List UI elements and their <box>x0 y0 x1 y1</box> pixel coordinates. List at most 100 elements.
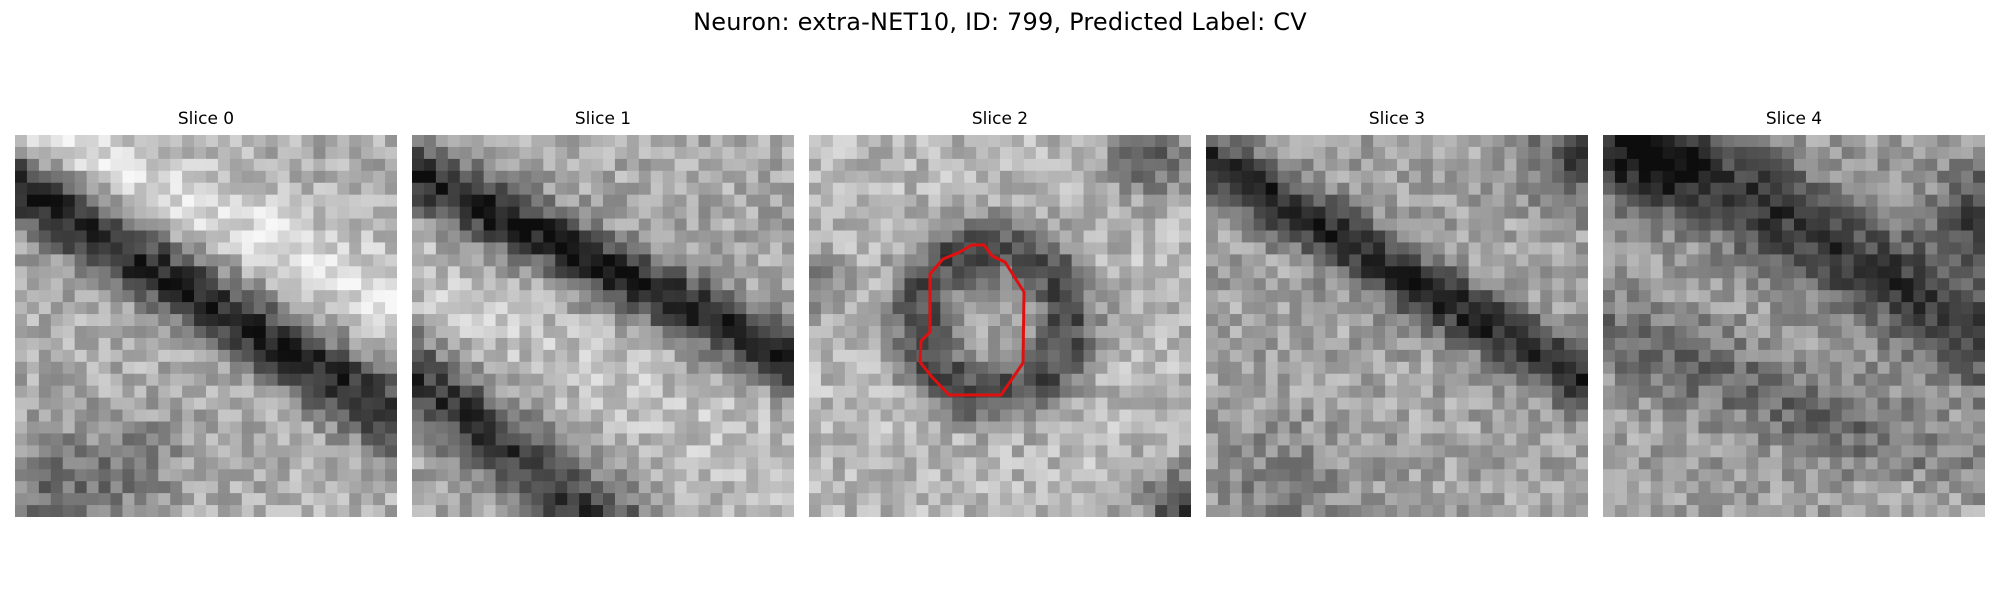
pixel <box>832 493 846 506</box>
pixel <box>1277 230 1291 244</box>
pixel <box>662 397 676 411</box>
pixel <box>62 349 76 363</box>
pixel <box>1253 290 1267 303</box>
pixel <box>868 302 882 315</box>
pixel <box>435 445 449 458</box>
pixel <box>1913 445 1926 458</box>
pixel <box>650 457 664 470</box>
pixel <box>844 194 858 208</box>
pixel <box>1913 373 1926 387</box>
pixel <box>1229 194 1243 208</box>
pixel <box>892 218 906 232</box>
pixel <box>1179 361 1191 375</box>
pixel <box>86 278 100 291</box>
pixel <box>110 361 124 375</box>
pixel <box>289 218 303 232</box>
pixel <box>1710 158 1723 172</box>
pixel <box>110 230 124 244</box>
pixel <box>1047 314 1061 327</box>
pixel <box>1000 278 1013 291</box>
pixel <box>1337 290 1350 303</box>
pixel <box>1385 433 1398 446</box>
pixel <box>325 397 338 411</box>
pixel <box>1794 182 1807 196</box>
pixel <box>1468 337 1482 351</box>
pixel <box>1313 505 1326 517</box>
pixel <box>1047 146 1061 160</box>
pixel <box>325 182 338 196</box>
pixel <box>868 146 882 160</box>
pixel <box>543 278 556 291</box>
pixel <box>820 230 834 244</box>
pixel <box>1385 254 1398 267</box>
pixel <box>26 481 40 494</box>
pixel <box>722 302 735 315</box>
pixel <box>1325 349 1338 363</box>
pixel <box>809 135 822 148</box>
pixel <box>567 433 580 446</box>
pixel <box>892 206 906 220</box>
pixel <box>349 266 362 279</box>
pixel <box>758 361 771 375</box>
pixel <box>1119 493 1132 506</box>
pixel <box>1949 421 1962 435</box>
pixel <box>650 135 664 148</box>
pixel <box>423 302 437 315</box>
pixel <box>1794 337 1807 351</box>
pixel <box>904 505 918 517</box>
pixel <box>1540 493 1553 506</box>
pixel <box>1853 302 1867 315</box>
pixel <box>638 182 652 196</box>
pixel <box>265 278 279 291</box>
pixel <box>1662 433 1676 446</box>
pixel <box>1492 481 1506 494</box>
pixel <box>662 182 676 196</box>
pixel <box>674 385 688 399</box>
pixel <box>1492 146 1506 160</box>
pixel <box>1468 457 1482 470</box>
pixel <box>1937 349 1950 363</box>
pixel <box>435 505 449 517</box>
pixel <box>1325 278 1338 291</box>
pixel <box>229 146 243 160</box>
pixel <box>1277 314 1291 327</box>
pixel <box>1179 349 1191 363</box>
pixel <box>206 230 219 244</box>
pixel <box>662 242 676 255</box>
pixel <box>1119 314 1132 327</box>
pixel <box>1516 409 1529 423</box>
pixel <box>1758 397 1771 411</box>
pixel <box>1059 170 1073 184</box>
pixel <box>134 337 147 351</box>
pixel <box>519 505 532 517</box>
pixel <box>1301 493 1315 506</box>
pixel <box>603 278 616 291</box>
pixel <box>1626 278 1640 291</box>
pixel <box>686 266 700 279</box>
pixel <box>614 206 628 220</box>
pixel <box>110 182 124 196</box>
pixel <box>698 373 712 387</box>
pixel <box>916 218 929 232</box>
pixel <box>483 505 497 517</box>
pixel <box>964 433 977 446</box>
pixel <box>495 182 509 196</box>
pixel <box>1011 505 1025 517</box>
pixel <box>1155 493 1168 506</box>
pixel <box>313 242 326 255</box>
pixel <box>976 314 989 327</box>
pixel <box>820 349 834 363</box>
pixel <box>892 182 906 196</box>
pixel <box>928 278 941 291</box>
pixel <box>241 421 255 435</box>
pixel <box>423 481 437 494</box>
pixel <box>15 361 28 375</box>
pixel <box>483 337 497 351</box>
pixel <box>26 158 40 172</box>
pixel <box>1770 302 1783 315</box>
pixel <box>1241 409 1255 423</box>
pixel <box>940 337 953 351</box>
pixel <box>265 385 279 399</box>
pixel <box>650 206 664 220</box>
pixel <box>880 397 894 411</box>
